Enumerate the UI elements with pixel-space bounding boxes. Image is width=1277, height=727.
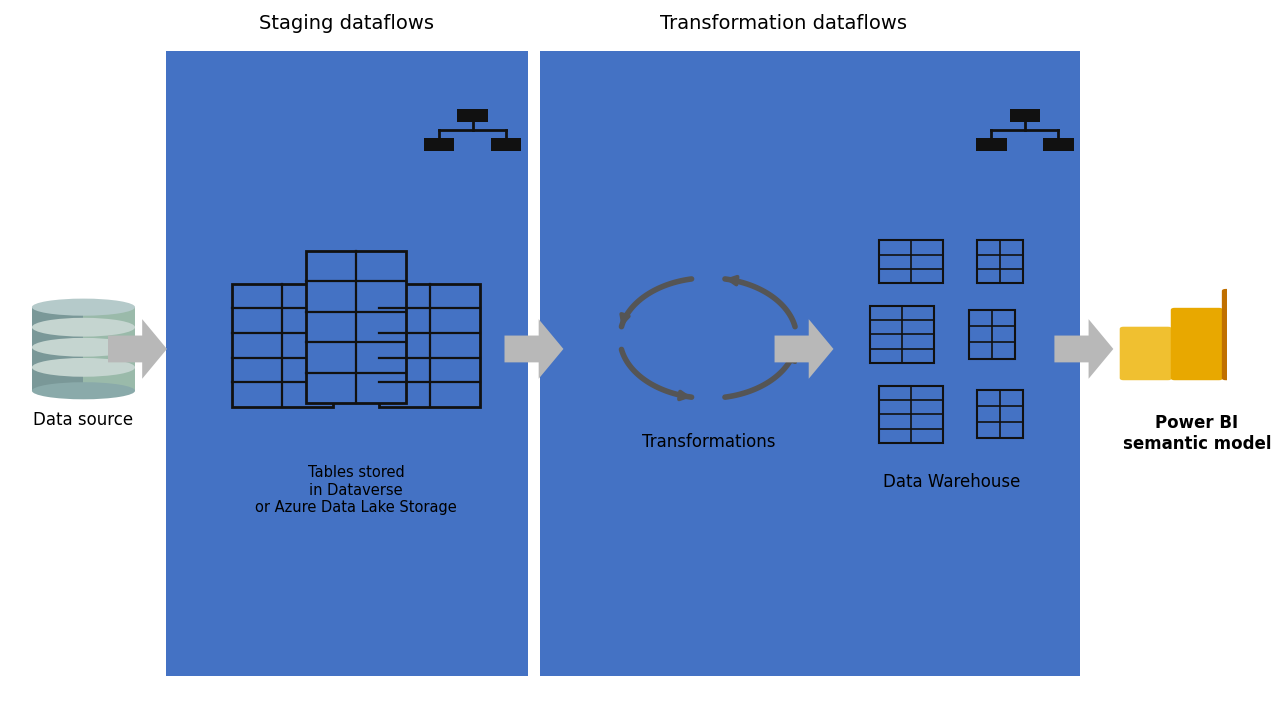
Bar xyxy=(32,307,83,391)
Polygon shape xyxy=(1055,319,1114,379)
FancyBboxPatch shape xyxy=(1222,289,1274,380)
Polygon shape xyxy=(775,319,834,379)
Text: Tables stored
in Dataverse
or Azure Data Lake Storage: Tables stored in Dataverse or Azure Data… xyxy=(255,465,457,515)
Ellipse shape xyxy=(32,382,135,399)
Text: Power BI
semantic model: Power BI semantic model xyxy=(1122,414,1271,453)
Bar xyxy=(379,284,480,407)
Polygon shape xyxy=(504,319,563,379)
Text: Transformation dataflows: Transformation dataflows xyxy=(660,14,907,33)
Ellipse shape xyxy=(32,358,135,377)
Text: Staging dataflows: Staging dataflows xyxy=(259,14,434,33)
Bar xyxy=(490,138,521,151)
Bar xyxy=(879,241,942,283)
Bar xyxy=(457,109,488,122)
Bar xyxy=(977,138,1006,151)
Text: Data source: Data source xyxy=(33,411,134,429)
Bar xyxy=(969,310,1015,358)
FancyBboxPatch shape xyxy=(1171,308,1223,380)
FancyBboxPatch shape xyxy=(1120,326,1172,380)
Bar xyxy=(424,138,455,151)
Ellipse shape xyxy=(32,338,135,357)
Bar xyxy=(871,306,933,363)
Bar xyxy=(1043,138,1074,151)
Bar xyxy=(166,51,527,676)
Text: Transformations: Transformations xyxy=(641,433,775,451)
Text: Data Warehouse: Data Warehouse xyxy=(882,473,1020,491)
Bar xyxy=(232,284,332,407)
Bar xyxy=(305,251,406,403)
Bar xyxy=(977,241,1023,283)
Ellipse shape xyxy=(32,318,135,337)
Polygon shape xyxy=(109,319,167,379)
Bar xyxy=(540,51,1080,676)
Ellipse shape xyxy=(32,299,135,316)
Bar xyxy=(879,386,942,443)
Bar xyxy=(1010,109,1039,122)
Bar xyxy=(977,390,1023,438)
Bar xyxy=(83,307,135,391)
